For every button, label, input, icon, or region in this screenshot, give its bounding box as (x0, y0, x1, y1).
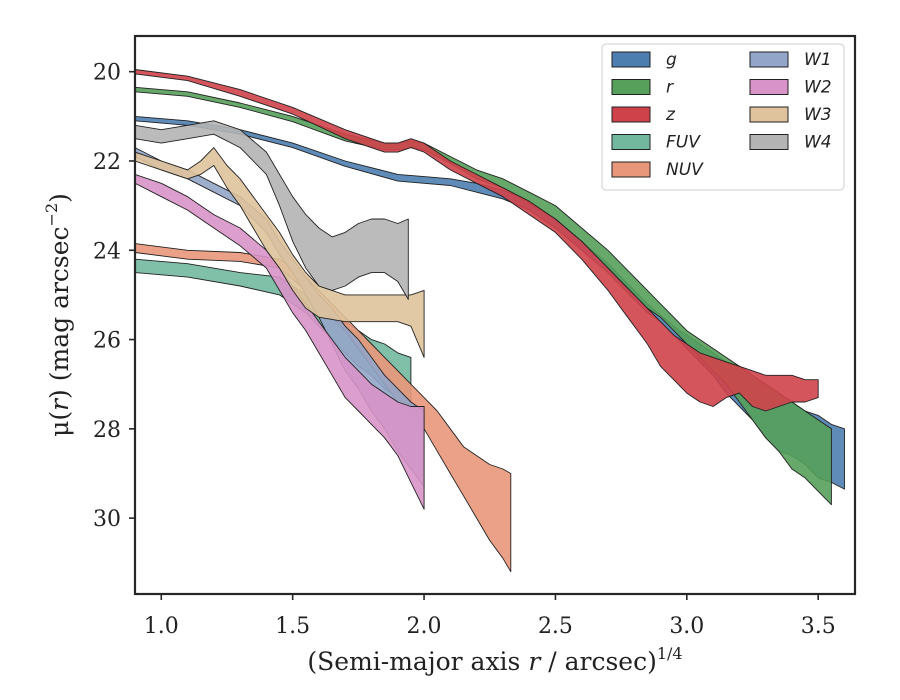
x-tick-label: 3.5 (801, 614, 836, 639)
legend-item-g: g (611, 50, 677, 70)
legend-swatch (749, 51, 789, 68)
y-axis-label: μ(r) (mag arcsec−2) (42, 193, 74, 437)
legend-label: z (665, 105, 676, 125)
legend: grz FUV NUV W1 W2 W3 W4 (601, 43, 845, 191)
legend-item-r: r (611, 78, 674, 98)
legend-label: W4 (804, 133, 832, 153)
legend-label: W2 (804, 78, 832, 98)
legend-swatch (611, 161, 651, 178)
legend-label: g (666, 50, 677, 70)
legend-swatch (611, 51, 651, 68)
x-axis-label: (Semi-major axis r / arcsec)1/4 (307, 644, 682, 676)
x-tick-label: 3.0 (669, 614, 704, 639)
legend-swatch (749, 106, 789, 123)
y-tick-label: 22 (93, 150, 121, 175)
y-tick-label: 24 (93, 239, 121, 264)
legend-item-w3: W3 (749, 105, 832, 125)
legend-item-fuv: FUV (611, 133, 701, 153)
legend-label: FUV (666, 133, 701, 153)
x-tick-label: 2.5 (538, 614, 573, 639)
y-tick-label: 30 (93, 507, 121, 532)
plot-frame (133, 34, 857, 596)
legend-item-nuv: NUV (611, 160, 704, 180)
y-tick-label: 28 (93, 418, 121, 443)
series-layer (135, 69, 845, 573)
legend-label: r (666, 78, 674, 98)
y-tick-label: 26 (93, 329, 121, 354)
legend-item-w2: W2 (749, 78, 832, 98)
legend-item-w4: W4 (749, 133, 832, 153)
legend-swatch (749, 79, 789, 95)
band-z (135, 69, 819, 412)
legend-label: W3 (804, 105, 832, 125)
legend-swatch (611, 79, 651, 95)
legend-item-w1: W1 (749, 50, 832, 70)
y-tick-label: 20 (93, 61, 121, 86)
legend-label: NUV (666, 160, 704, 180)
legend-item-z: z (611, 105, 676, 125)
x-tick-label: 2.0 (407, 614, 442, 639)
legend-swatch (749, 134, 789, 150)
legend-swatch (611, 106, 651, 123)
legend-swatch (611, 134, 651, 150)
legend-label: W1 (804, 50, 832, 70)
x-tick-label: 1.5 (275, 614, 310, 639)
band-w4 (135, 120, 409, 300)
band-w3 (135, 147, 425, 358)
x-tick-label: 1.0 (144, 614, 179, 639)
